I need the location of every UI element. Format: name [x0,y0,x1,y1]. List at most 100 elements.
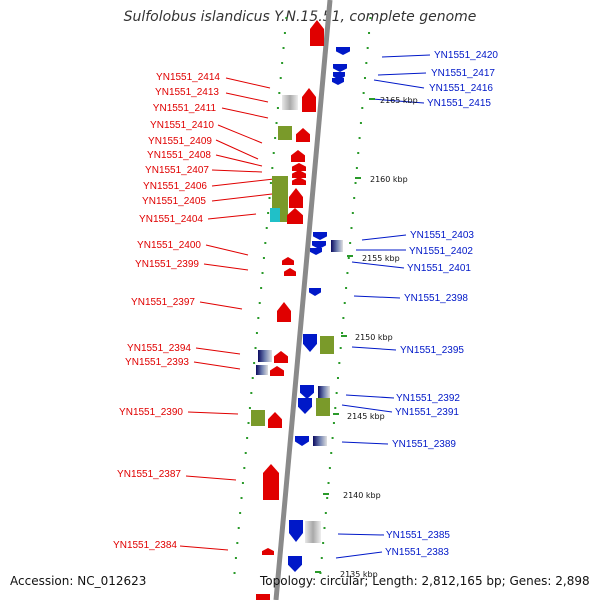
track-dot [255,332,258,334]
leader-line [373,79,425,89]
tick-mark [369,98,375,100]
gene-block [270,208,282,222]
track-dot [279,77,282,79]
leader-line [361,234,407,241]
tick-label: 2165 kbp [380,96,418,105]
gene-label: YN1551_2405 [142,196,206,207]
track-dot [345,287,348,289]
track-dot [262,257,265,259]
tick-mark [347,255,353,257]
leader-line [345,394,395,399]
forward-gene-arrow [296,128,310,142]
track-dot [336,377,339,379]
track-dot [264,242,267,244]
gene-label: YN1551_2384 [113,540,177,551]
leader-line [195,347,241,355]
leader-line [337,533,385,536]
tick-label: 2150 kbp [355,333,393,342]
track-dot [343,302,346,304]
track-dot [366,47,369,49]
track-dot [359,122,362,124]
reverse-gene-arrow [288,556,302,572]
leader-line [215,139,259,160]
tick-label: 2155 kbp [362,254,400,263]
map-title: Sulfolobus islandicus Y.N.15.51, complet… [123,9,477,25]
gene-block [258,350,272,362]
track-dot [363,77,366,79]
gene-label: YN1551_2390 [119,407,183,418]
gene-label: YN1551_2389 [392,439,456,450]
track-dot [341,332,344,334]
reverse-gene-arrow [298,398,312,414]
track-dot [369,17,372,19]
gene-block [305,521,321,543]
track-dot [244,452,247,454]
gene-block [256,594,270,600]
track-dot [368,32,371,34]
track-dot [283,32,286,34]
gene-block [256,365,268,375]
track-dot [347,257,350,259]
gene-label: YN1551_2383 [385,547,449,558]
forward-gene-arrow [302,88,316,112]
track-dot [358,137,361,139]
genome-backbone [273,0,333,600]
track-dot [354,182,357,184]
track-dot [276,107,279,109]
track-dot [237,527,240,529]
forward-gene-arrow [268,412,282,428]
track-dot [331,437,334,439]
leader-line [225,77,271,89]
gene-label: YN1551_2394 [127,343,191,354]
gene-block [318,386,330,400]
track-dot [243,467,246,469]
reverse-gene-arrow [312,241,326,249]
gene-label: YN1551_2400 [137,240,201,251]
gene-label: YN1551_2411 [153,103,217,114]
track-dot [326,497,329,499]
gene-label: YN1551_2420 [434,50,498,61]
leader-line [351,346,397,351]
track-dot [338,362,341,364]
forward-gene-arrow [262,548,274,555]
forward-gene-arrow [312,38,324,46]
leader-line [351,261,405,269]
track-dot [350,227,353,229]
gene-label: YN1551_2414 [156,72,220,83]
gene-label: YN1551_2406 [143,181,207,192]
leader-line [207,213,257,220]
gene-label: YN1551_2392 [396,393,460,404]
track-dot [278,92,281,94]
tick-mark [323,493,329,495]
gene-label: YN1551_2408 [147,150,211,161]
track-dot [342,317,345,319]
gene-label: YN1551_2385 [386,530,450,541]
track-dot [322,542,325,544]
leader-line [215,154,263,167]
forward-gene-arrow [287,208,303,224]
gene-label: YN1551_2407 [145,165,209,176]
leader-line [211,193,273,202]
tick-label: 2145 kbp [347,412,385,421]
track-dot [365,62,368,64]
gene-label: YN1551_2413 [155,87,219,98]
gene-block [316,398,330,416]
leader-line [179,545,229,551]
track-dot [253,362,256,364]
accession-text: Accession: NC_012623 [10,574,147,588]
track-dot [349,242,352,244]
gene-label: YN1551_2391 [395,407,459,418]
leader-line [335,551,383,559]
track-dot [335,392,338,394]
gene-label: YN1551_2399 [135,259,199,270]
gene-label: YN1551_2417 [431,68,495,79]
reverse-gene-arrow [295,436,309,446]
track-dot [339,347,342,349]
track-dot [353,197,356,199]
gene-block [251,410,265,426]
tick-label: 2140 kbp [343,491,381,500]
reverse-gene-arrow [333,64,347,72]
forward-gene-arrow [263,464,279,500]
track-dot [275,122,278,124]
